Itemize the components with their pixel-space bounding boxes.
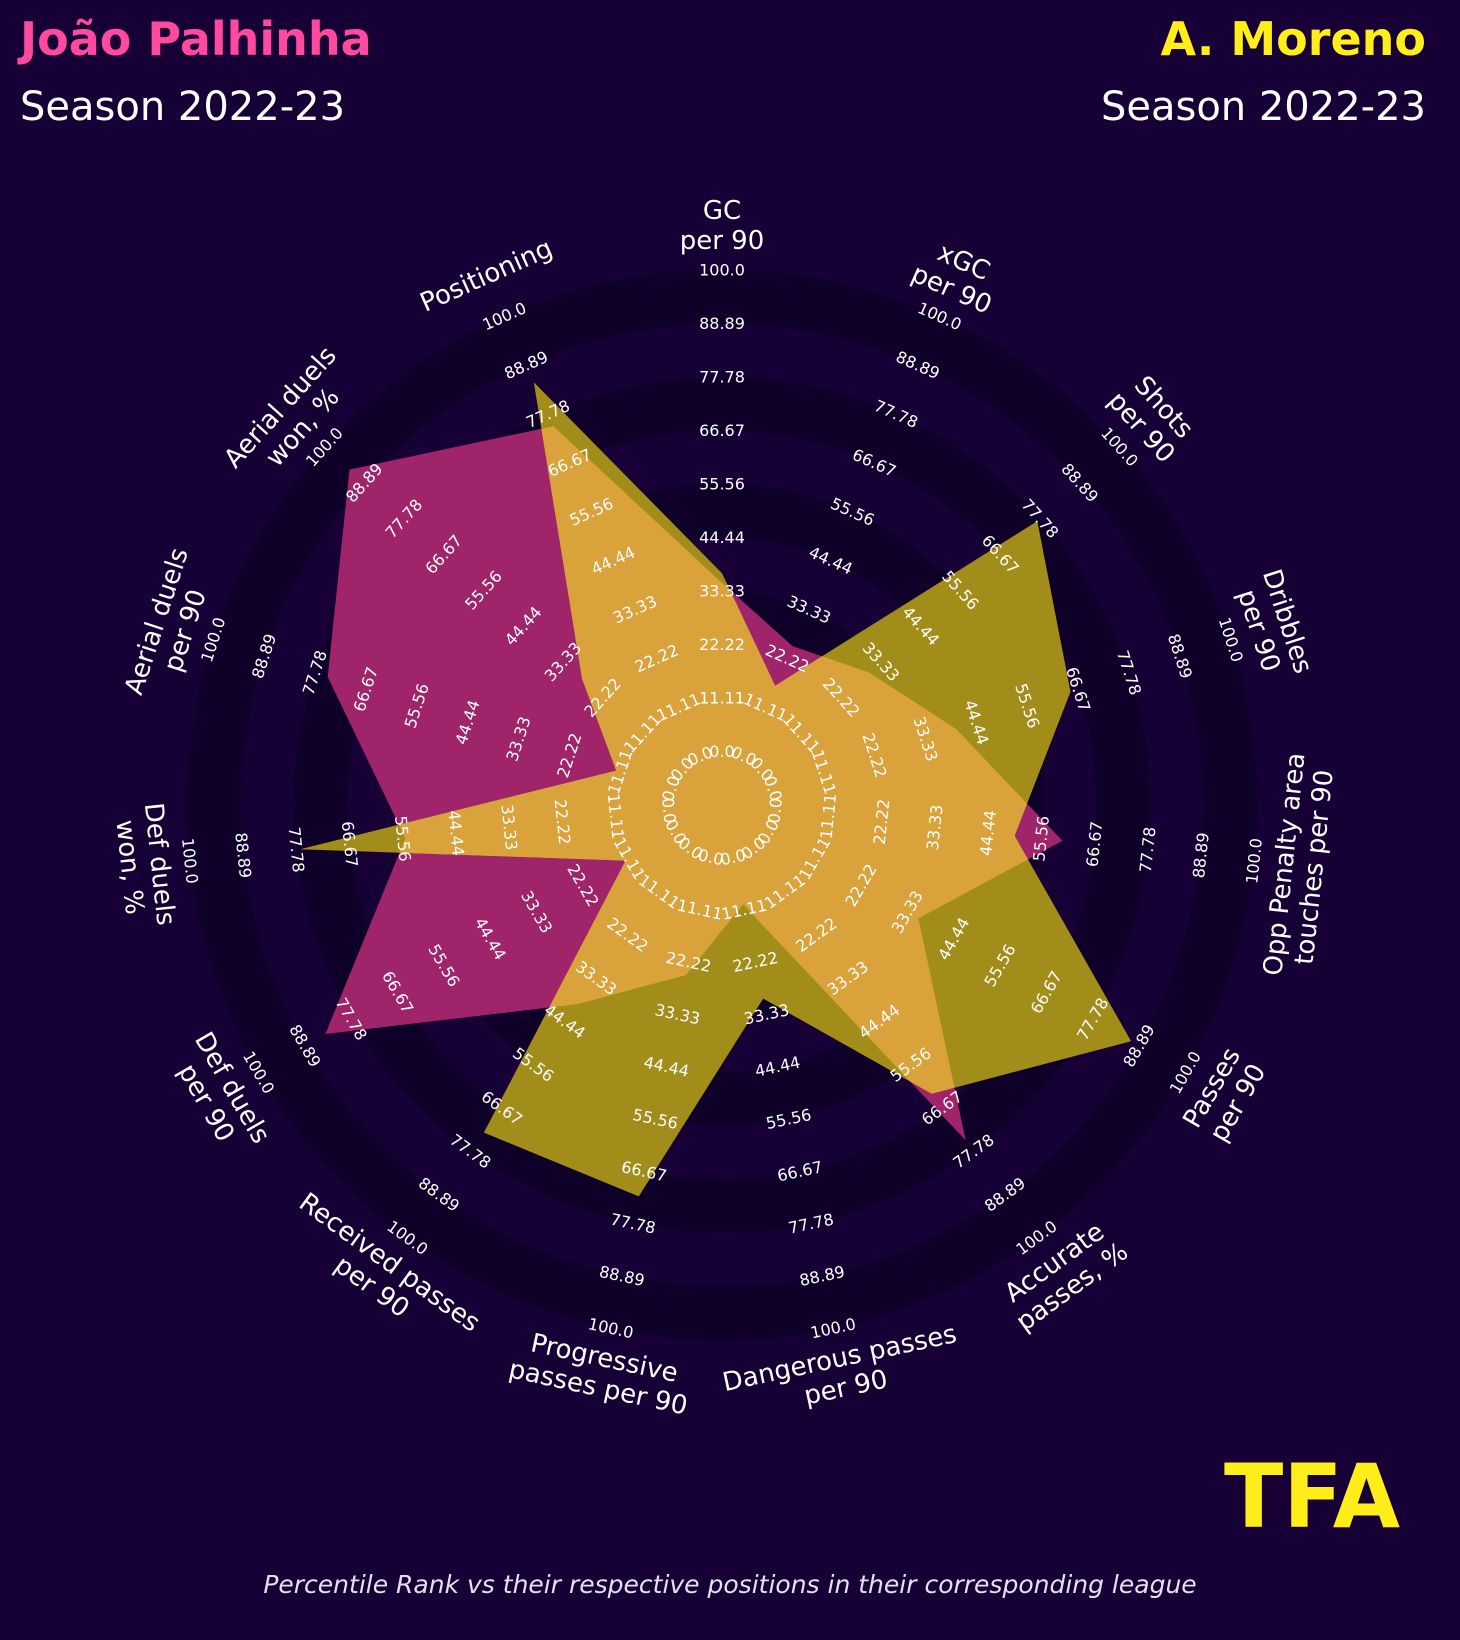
- footnote: Percentile Rank vs their respective posi…: [263, 1570, 1197, 1599]
- tick-label-11-11-spoke-1: 11.11: [699, 689, 745, 708]
- tick-label-0-0-spoke-1: 0.0: [709, 742, 734, 761]
- tick-label-33-33-spoke-5: 33.33: [923, 804, 947, 852]
- tick-label-100-0-spoke-5: 100.0: [1242, 837, 1266, 885]
- tick-label-0-0-spoke-9: 0.0: [696, 845, 725, 869]
- player2-name: A. Moreno: [1160, 12, 1426, 66]
- tick-label-77-78-spoke-12: 77.78: [284, 826, 308, 874]
- tick-label-44-44-spoke-12: 44.44: [444, 809, 468, 857]
- player1-season: Season 2022-23: [20, 84, 346, 130]
- tick-label-44-44-spoke-1: 44.44: [699, 528, 745, 547]
- tick-label-44-44-spoke-5: 44.44: [976, 809, 1000, 857]
- tick-label-33-33-spoke-12: 33.33: [497, 804, 521, 852]
- tfa-logo-text: TFA: [1224, 1455, 1400, 1533]
- tick-label-33-33-spoke-1: 33.33: [699, 582, 745, 601]
- category-label-1: GC per 90: [680, 196, 765, 256]
- tick-label-11-11-spoke-12: 11.11: [604, 792, 628, 840]
- tick-label-55-56-spoke-1: 55.56: [699, 475, 745, 494]
- tick-label-88-89-spoke-5: 88.89: [1189, 832, 1213, 880]
- category-label-12: Def duelswon, %: [108, 801, 181, 930]
- tick-label-22-22-spoke-12: 22.22: [551, 798, 575, 846]
- category-label-9: Progressivepasses per 90: [506, 1325, 696, 1422]
- series-overlap-area: [325, 426, 1063, 1141]
- tick-label-55-56-spoke-5: 55.56: [1029, 815, 1053, 863]
- tick-label-0-0-spoke-5: 0.0: [764, 797, 786, 824]
- category-label-1-line-1: GC: [703, 196, 741, 226]
- tick-label-66-67-spoke-5: 66.67: [1083, 820, 1107, 868]
- player1-name: João Palhinha: [20, 12, 372, 66]
- tick-label-22-22-spoke-5: 22.22: [870, 798, 894, 846]
- tick-label-11-11-spoke-5: 11.11: [817, 792, 841, 840]
- tick-label-100-0-spoke-12: 100.0: [178, 837, 202, 885]
- tick-label-55-56-spoke-12: 55.56: [391, 815, 415, 863]
- tick-label-66-67-spoke-1: 66.67: [699, 421, 745, 440]
- tick-label-100-0-spoke-1: 100.0: [699, 261, 745, 280]
- tick-label-88-89-spoke-12: 88.89: [231, 832, 255, 880]
- category-label-1-line-2: per 90: [680, 226, 765, 256]
- tfa-logo: TFA: [1224, 1455, 1400, 1533]
- tick-label-22-22-spoke-1: 22.22: [699, 635, 745, 654]
- category-label-5: Opp Penalty areatouches per 90: [1258, 751, 1341, 980]
- tick-label-66-67-spoke-12: 66.67: [338, 820, 362, 868]
- tick-label-77-78-spoke-5: 77.78: [1136, 826, 1160, 874]
- tick-label-0-0-spoke-8: 0.0: [719, 845, 748, 869]
- category-label-4: Dribblesper 90: [1227, 566, 1317, 687]
- tick-label-88-89-spoke-1: 88.89: [699, 314, 745, 333]
- tick-label-77-78-spoke-1: 77.78: [699, 368, 745, 387]
- player2-season: Season 2022-23: [1100, 84, 1426, 130]
- tick-label-0-0-spoke-12: 0.0: [658, 797, 680, 824]
